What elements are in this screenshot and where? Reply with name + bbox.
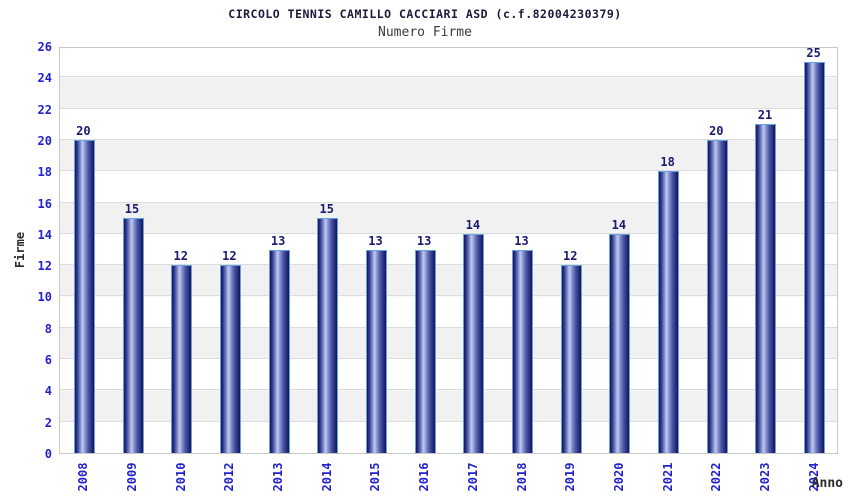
bar-2017	[463, 233, 485, 453]
bar-value-label: 12	[173, 249, 188, 264]
bar-2013	[268, 249, 290, 453]
bar-2018	[512, 249, 534, 453]
y-tick-label: 26	[37, 40, 52, 54]
bar-value-label: 15	[319, 202, 334, 217]
bar-value-label: 21	[757, 108, 773, 123]
gridline	[60, 107, 837, 109]
y-tick-label: 2	[44, 415, 52, 430]
gridline	[60, 389, 837, 391]
gridline	[60, 264, 837, 266]
y-tick-label: 20	[37, 133, 52, 148]
bar-2012	[219, 265, 241, 453]
x-tick-label: 2010	[173, 462, 188, 492]
bar-value-label: 13	[514, 233, 529, 248]
x-tick-label: 2023	[757, 462, 772, 492]
bar-value-label: 13	[270, 233, 286, 248]
gridline	[60, 201, 837, 203]
bar-2020	[609, 233, 631, 453]
y-tick-label: 22	[37, 102, 52, 117]
chart-subtitle: Numero Firme	[378, 25, 472, 40]
x-tick-label: 2019	[563, 462, 578, 492]
gridline	[60, 358, 837, 360]
gridline	[60, 295, 837, 297]
bar-2022	[706, 139, 728, 453]
x-tick-label: 2008	[76, 462, 91, 492]
y-tick-label: 6	[44, 353, 52, 368]
bar-2015	[365, 249, 387, 453]
x-tick-label: 2014	[319, 462, 334, 492]
y-tick-label: 24	[37, 71, 52, 86]
bar-value-label: 20	[709, 123, 724, 138]
x-tick-label: 2020	[611, 462, 626, 492]
bar-2024	[804, 61, 826, 453]
bar-2019	[560, 265, 582, 453]
bar-2021	[658, 171, 680, 453]
gridline	[60, 170, 837, 172]
bar-value-label: 12	[222, 249, 237, 264]
y-tick-label: 12	[37, 259, 52, 274]
bar-value-label: 15	[124, 202, 140, 217]
gridline	[60, 326, 837, 328]
x-tick-label: 2017	[465, 462, 480, 492]
gridline	[60, 232, 837, 234]
bar-value-label: 25	[806, 45, 821, 60]
y-tick-label: 8	[44, 321, 52, 336]
x-tick-label: 2016	[417, 462, 432, 492]
y-axis-title: Firme	[13, 231, 27, 269]
y-tick-label: 16	[37, 196, 52, 211]
bar-value-label: 20	[76, 123, 91, 138]
plot-area	[59, 47, 838, 454]
chart-title: CIRCOLO TENNIS CAMILLO CACCIARI ASD (c.f…	[228, 7, 622, 21]
bar-value-label: 18	[660, 155, 675, 170]
bar-2014	[317, 218, 339, 453]
x-tick-label: 2021	[660, 462, 675, 492]
x-tick-label: 2012	[222, 462, 237, 492]
x-tick-label: 2013	[271, 462, 286, 492]
gridline	[60, 138, 837, 140]
bar-value-label: 13	[368, 233, 383, 248]
bar-2008	[73, 139, 95, 453]
bar-2023	[755, 124, 777, 453]
bar-2009	[122, 218, 144, 453]
x-tick-label: 2009	[125, 462, 140, 492]
bar-value-label: 14	[611, 217, 627, 232]
x-axis-title: Anno	[811, 476, 843, 491]
bar-2016	[414, 249, 436, 453]
bar-value-label: 13	[416, 233, 432, 248]
y-tick-label: 18	[37, 165, 52, 180]
gridline	[60, 76, 837, 78]
y-tick-label: 14	[37, 227, 52, 242]
gridline	[60, 420, 837, 422]
y-tick-label: 10	[37, 290, 52, 305]
bar-value-label: 14	[465, 217, 481, 232]
bar-2010	[171, 265, 193, 453]
x-tick-label: 2022	[709, 462, 724, 492]
bar-value-label: 12	[562, 249, 578, 264]
y-tick-label: 0	[44, 447, 52, 461]
x-tick-label: 2015	[368, 462, 383, 492]
y-tick-label: 4	[44, 384, 52, 399]
x-tick-label: 2018	[514, 462, 529, 492]
